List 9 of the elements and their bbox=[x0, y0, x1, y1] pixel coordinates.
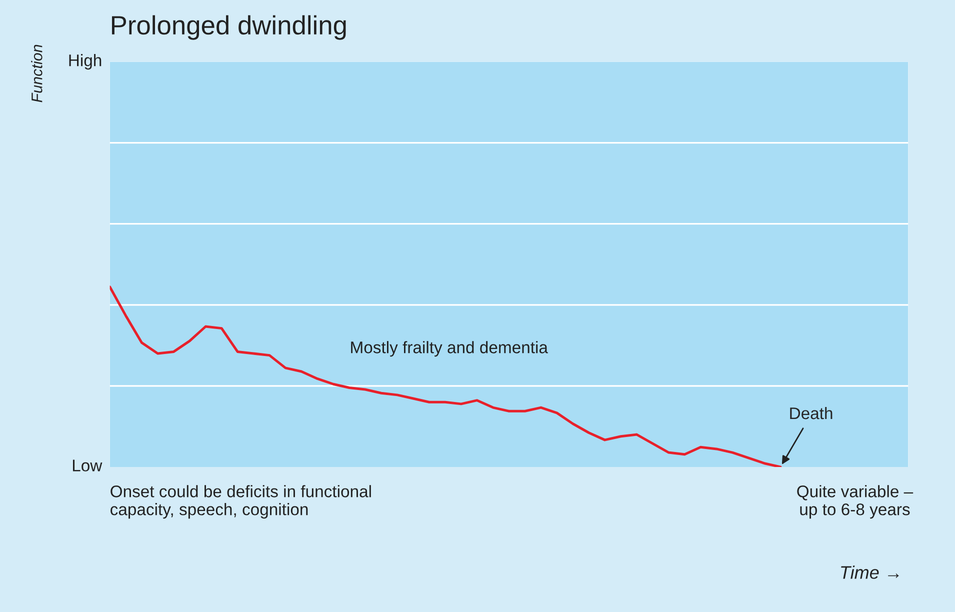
text: Quite variable – up to 6-8 years bbox=[797, 485, 914, 519]
annotation: Mostly frailty and dementia bbox=[351, 341, 548, 357]
annotation: Death bbox=[790, 406, 832, 420]
text: Time → bbox=[841, 566, 899, 579]
text: Onset could be deficits in functional capacity, speech, cognition bbox=[110, 485, 371, 519]
text: High bbox=[69, 54, 102, 70]
chart-title: Prolonged dwindling bbox=[112, 15, 346, 40]
text: Low bbox=[72, 460, 102, 472]
text: Function bbox=[31, 44, 42, 102]
